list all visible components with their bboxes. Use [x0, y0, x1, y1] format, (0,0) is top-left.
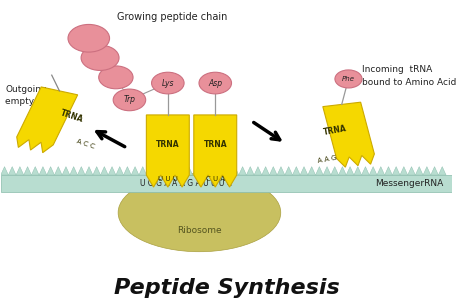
Polygon shape — [208, 167, 216, 175]
Polygon shape — [55, 167, 62, 175]
Polygon shape — [146, 167, 154, 175]
Polygon shape — [400, 167, 408, 175]
Polygon shape — [146, 115, 189, 187]
Text: Asp: Asp — [208, 79, 222, 88]
Polygon shape — [170, 167, 177, 175]
Text: C U A: C U A — [206, 176, 225, 182]
Polygon shape — [285, 167, 292, 175]
Polygon shape — [254, 167, 262, 175]
Circle shape — [68, 24, 109, 52]
Polygon shape — [323, 167, 331, 175]
Polygon shape — [154, 167, 162, 175]
Polygon shape — [93, 167, 100, 175]
Polygon shape — [369, 167, 377, 175]
Polygon shape — [431, 167, 438, 175]
Polygon shape — [308, 167, 316, 175]
Circle shape — [335, 70, 362, 88]
Polygon shape — [192, 167, 201, 175]
Polygon shape — [108, 167, 116, 175]
Circle shape — [152, 72, 184, 94]
Text: Peptide Synthesis: Peptide Synthesis — [114, 278, 339, 298]
Circle shape — [81, 45, 119, 70]
Polygon shape — [131, 167, 139, 175]
Text: TRNA: TRNA — [156, 140, 180, 149]
Text: U U U: U U U — [158, 176, 178, 182]
Polygon shape — [0, 167, 9, 175]
Polygon shape — [17, 87, 78, 153]
Polygon shape — [392, 167, 400, 175]
Polygon shape — [116, 167, 124, 175]
Bar — [0, 175, 452, 191]
Circle shape — [199, 72, 231, 94]
Polygon shape — [201, 167, 208, 175]
Polygon shape — [384, 167, 392, 175]
Polygon shape — [246, 167, 254, 175]
Polygon shape — [323, 102, 374, 167]
Polygon shape — [277, 167, 285, 175]
Polygon shape — [31, 167, 39, 175]
Polygon shape — [85, 167, 93, 175]
Polygon shape — [9, 167, 16, 175]
Text: Trp: Trp — [123, 95, 136, 104]
Polygon shape — [185, 167, 192, 175]
Polygon shape — [408, 167, 415, 175]
Polygon shape — [239, 167, 246, 175]
Polygon shape — [124, 167, 131, 175]
Polygon shape — [70, 167, 77, 175]
Polygon shape — [316, 167, 323, 175]
Text: MessengerRNA: MessengerRNA — [375, 179, 444, 188]
Polygon shape — [292, 167, 300, 175]
Polygon shape — [223, 167, 231, 175]
Text: Ribosome: Ribosome — [177, 226, 222, 235]
Polygon shape — [269, 167, 277, 175]
Polygon shape — [77, 167, 85, 175]
Text: A A G: A A G — [317, 154, 337, 164]
Polygon shape — [354, 167, 362, 175]
Ellipse shape — [118, 174, 281, 252]
Polygon shape — [262, 167, 269, 175]
Polygon shape — [216, 167, 223, 175]
Polygon shape — [62, 167, 70, 175]
Polygon shape — [438, 167, 446, 175]
Polygon shape — [139, 167, 146, 175]
Polygon shape — [338, 167, 346, 175]
Polygon shape — [423, 167, 431, 175]
Text: TRNA: TRNA — [322, 124, 347, 137]
Polygon shape — [47, 167, 55, 175]
Polygon shape — [100, 167, 108, 175]
Polygon shape — [346, 167, 354, 175]
Text: TRNA: TRNA — [59, 108, 84, 124]
Text: Phe: Phe — [342, 76, 355, 82]
Polygon shape — [162, 167, 170, 175]
Polygon shape — [362, 167, 369, 175]
Polygon shape — [377, 167, 384, 175]
Circle shape — [99, 66, 133, 89]
Polygon shape — [24, 167, 31, 175]
Text: Growing peptide chain: Growing peptide chain — [117, 12, 228, 22]
Text: TRNA: TRNA — [203, 140, 227, 149]
Text: A C C: A C C — [75, 138, 95, 149]
Text: Lys: Lys — [162, 79, 174, 88]
Text: Incoming  tRNA
bound to Amino Acid: Incoming tRNA bound to Amino Acid — [362, 65, 456, 87]
Text: Outgoing
empty tRNA: Outgoing empty tRNA — [5, 85, 60, 106]
Polygon shape — [177, 167, 185, 175]
Polygon shape — [300, 167, 308, 175]
Circle shape — [113, 89, 146, 111]
Polygon shape — [39, 167, 47, 175]
Text: U G G A A A G A U U U C: U G G A A A G A U U U C — [140, 179, 232, 188]
Polygon shape — [16, 167, 24, 175]
Polygon shape — [415, 167, 423, 175]
Polygon shape — [331, 167, 338, 175]
Polygon shape — [194, 115, 237, 187]
Polygon shape — [231, 167, 239, 175]
